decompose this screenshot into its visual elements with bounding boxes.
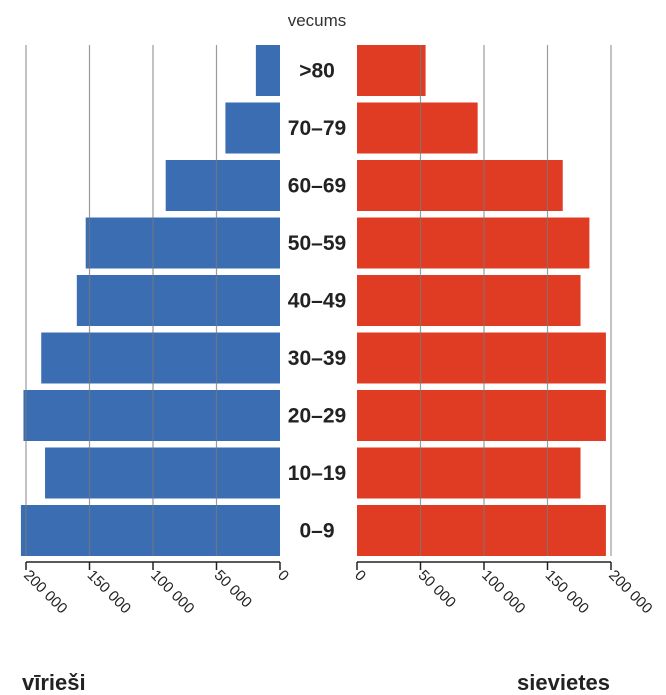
age-group-label: 70–79 [288,117,346,140]
female-bar [357,45,426,96]
male-axis-tick-label: 0 [274,567,292,585]
female-bar [357,217,590,269]
age-group-label: 0–9 [299,520,334,543]
female-series-label: sievietes [517,670,610,695]
male-series-label: vīrieši [22,670,86,695]
female-axis-tick-label: 200 000 [605,567,655,617]
age-group-label: 20–29 [288,405,346,428]
male-bar [23,390,281,441]
age-group-label: 40–49 [288,290,346,313]
gridlines [25,45,612,556]
axes: 0 0 50 000 50 000 100 000 100 000 150 000 150 0… [20,561,656,617]
male-axis-tick-label: 200 000 [20,567,70,617]
age-group-label: 60–69 [288,175,346,198]
female-bar [357,505,606,556]
female-axis-tick-label: 0 [351,567,369,585]
age-group-label: >80 [299,60,335,83]
male-bars [20,45,281,556]
female-axis-tick-label: 100 000 [478,567,528,617]
female-bars [357,45,606,556]
female-axis-tick-label: 50 000 [415,567,459,611]
female-bar [357,390,606,441]
male-bar [45,447,280,499]
male-bar [76,275,280,326]
male-bar [225,102,280,154]
female-bar [357,102,478,154]
female-bar [357,275,581,326]
male-axis-tick-label: 100 000 [147,567,197,617]
female-bar [357,160,563,211]
age-group-label: 30–39 [288,347,346,370]
male-bar [85,217,280,269]
age-group-labels: >80 70–79 60–69 50–59 40–49 30–39 20–29 10–19 0–… [288,60,346,543]
female-bar [357,332,606,384]
age-group-label: 50–59 [288,232,346,255]
male-bar [255,45,280,96]
age-axis-title: vecums [288,11,347,30]
male-bar [41,332,280,384]
female-bar [357,447,581,499]
male-axis-tick-label: 150 000 [84,567,134,617]
male-bar [20,505,280,556]
female-axis-tick-label: 150 000 [542,567,592,617]
male-bar [165,160,280,211]
age-group-label: 10–19 [288,462,346,485]
male-axis-tick-label: 50 000 [211,567,255,611]
